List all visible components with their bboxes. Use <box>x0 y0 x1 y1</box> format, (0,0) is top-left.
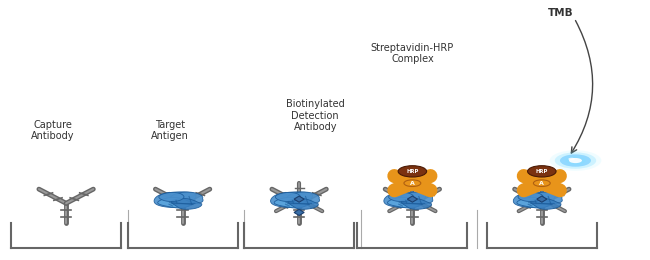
Polygon shape <box>530 199 561 209</box>
Circle shape <box>568 158 575 160</box>
Polygon shape <box>294 196 304 202</box>
Text: HRP: HRP <box>406 169 419 174</box>
Text: Biotinylated
Detection
Antibody: Biotinylated Detection Antibody <box>286 99 344 132</box>
Polygon shape <box>287 192 320 204</box>
Text: HRP: HRP <box>536 169 548 174</box>
Polygon shape <box>408 196 417 202</box>
Polygon shape <box>159 192 184 202</box>
Polygon shape <box>276 192 300 202</box>
Text: Streptavidin-HRP
Complex: Streptavidin-HRP Complex <box>370 43 454 64</box>
Polygon shape <box>274 197 308 208</box>
Circle shape <box>404 180 421 186</box>
Polygon shape <box>384 192 426 208</box>
Circle shape <box>569 158 582 163</box>
Polygon shape <box>288 199 318 209</box>
Polygon shape <box>514 192 555 208</box>
Circle shape <box>550 150 601 171</box>
Circle shape <box>560 154 591 167</box>
Circle shape <box>528 166 556 177</box>
Polygon shape <box>518 192 543 202</box>
Polygon shape <box>387 197 422 208</box>
Polygon shape <box>400 192 433 204</box>
Polygon shape <box>517 197 551 208</box>
Circle shape <box>398 166 426 177</box>
Polygon shape <box>537 196 547 202</box>
Polygon shape <box>529 192 562 204</box>
Text: A: A <box>410 181 415 186</box>
Text: Capture
Antibody: Capture Antibody <box>31 120 75 141</box>
Text: TMB: TMB <box>549 8 574 18</box>
Polygon shape <box>389 192 414 202</box>
Circle shape <box>565 157 586 165</box>
Polygon shape <box>270 192 313 208</box>
Polygon shape <box>172 199 202 209</box>
Polygon shape <box>401 199 432 209</box>
Text: Target
Antigen: Target Antigen <box>151 120 188 141</box>
Circle shape <box>554 152 596 169</box>
Circle shape <box>534 180 551 186</box>
Polygon shape <box>158 197 192 208</box>
Text: A: A <box>540 181 544 186</box>
Polygon shape <box>294 209 304 216</box>
Polygon shape <box>170 192 203 204</box>
Polygon shape <box>154 192 196 208</box>
